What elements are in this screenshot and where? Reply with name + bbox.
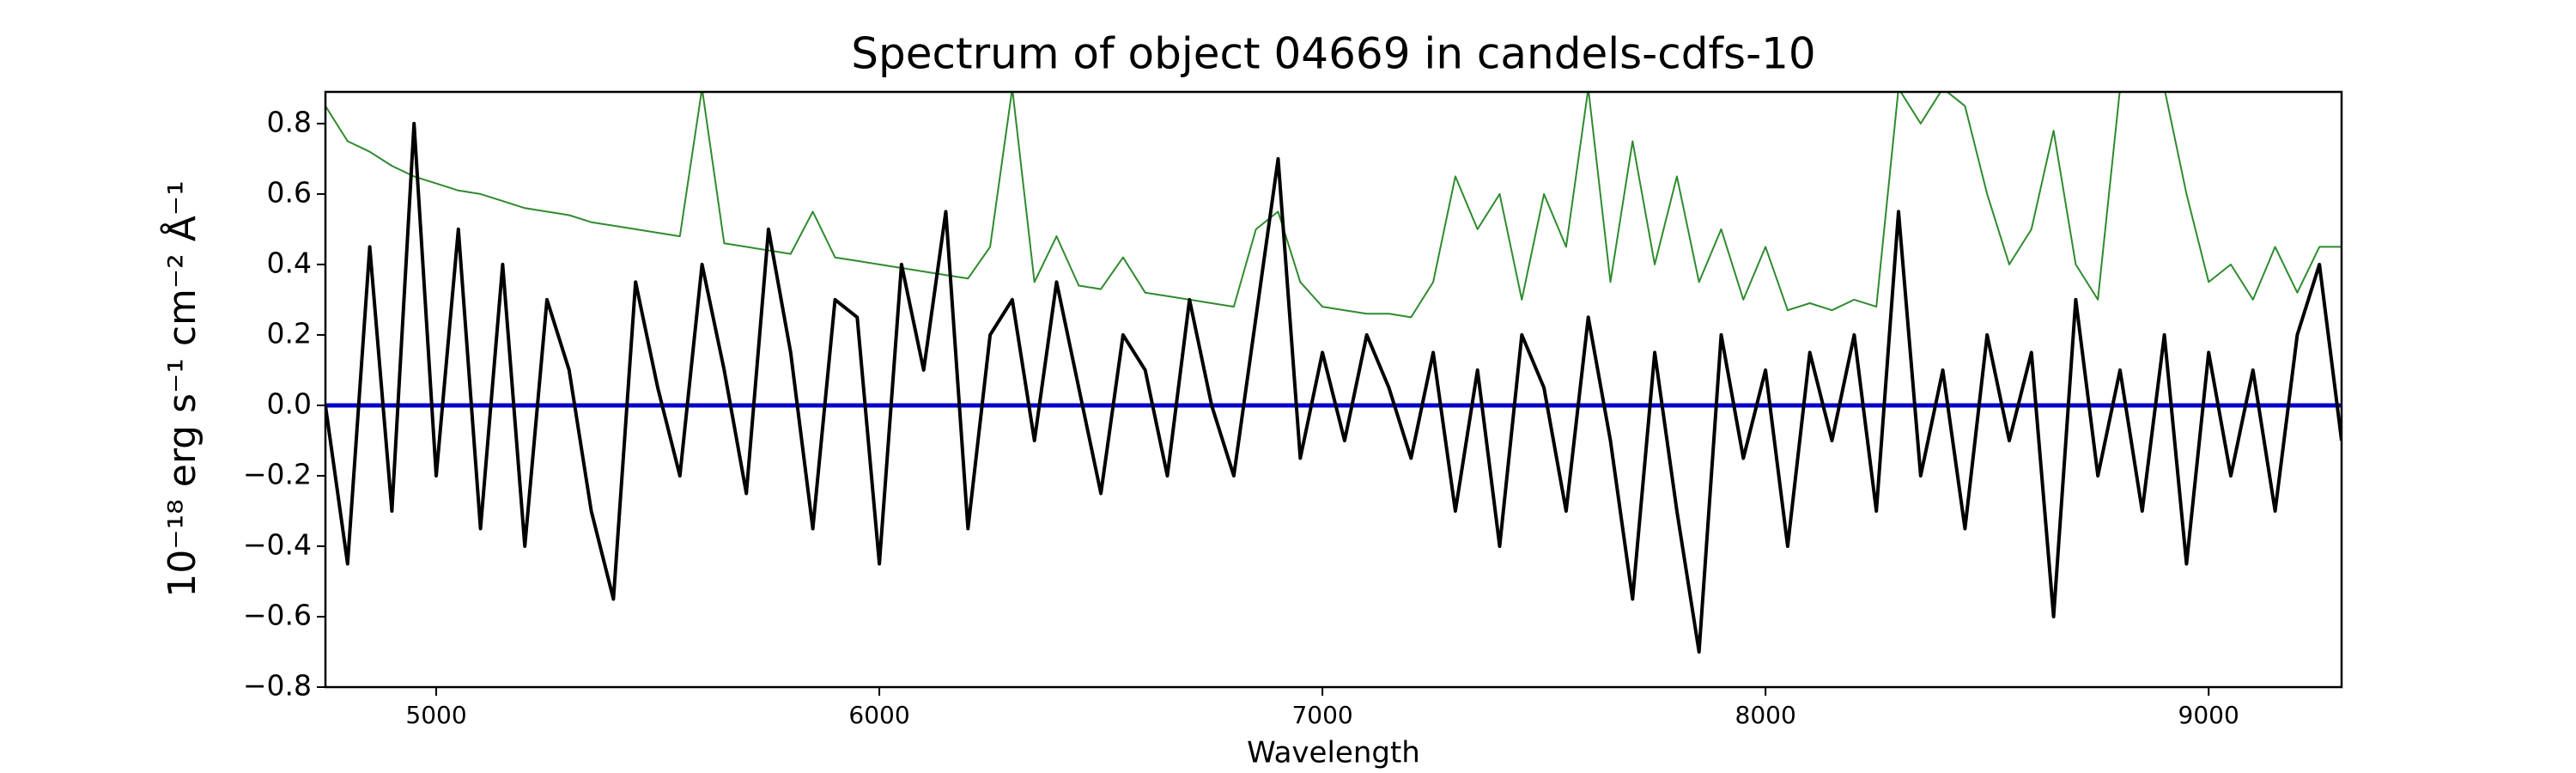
y-tick-label: −0.6 <box>243 598 312 631</box>
y-tick-label: 0.6 <box>267 175 312 209</box>
y-tick-label: 0.0 <box>267 386 312 420</box>
x-tick-label: 7000 <box>1291 701 1352 729</box>
series-line <box>325 121 2342 654</box>
chart-title: Spectrum of object 04669 in candels-cdfs… <box>851 29 1816 79</box>
y-tick-label: −0.4 <box>243 527 312 561</box>
y-tick-label: 0.4 <box>267 246 312 279</box>
y-axis-label: 10⁻¹⁸ erg s⁻¹ cm⁻² Å⁻¹ <box>159 180 204 597</box>
series-line <box>325 92 2342 319</box>
y-tick-label: −0.8 <box>243 669 312 703</box>
x-tick-label: 5000 <box>405 701 466 729</box>
x-tick-label: 9000 <box>2178 701 2239 729</box>
x-axis-label: Wavelength <box>1247 736 1420 770</box>
x-tick-label: 6000 <box>848 701 909 729</box>
y-tick-label: 0.8 <box>267 105 312 138</box>
x-tick-label: 8000 <box>1735 701 1796 729</box>
axes-frame <box>324 90 2343 689</box>
y-tick-label: −0.2 <box>243 457 312 490</box>
plot-area <box>325 92 2342 654</box>
y-tick-label: 0.2 <box>267 316 312 350</box>
